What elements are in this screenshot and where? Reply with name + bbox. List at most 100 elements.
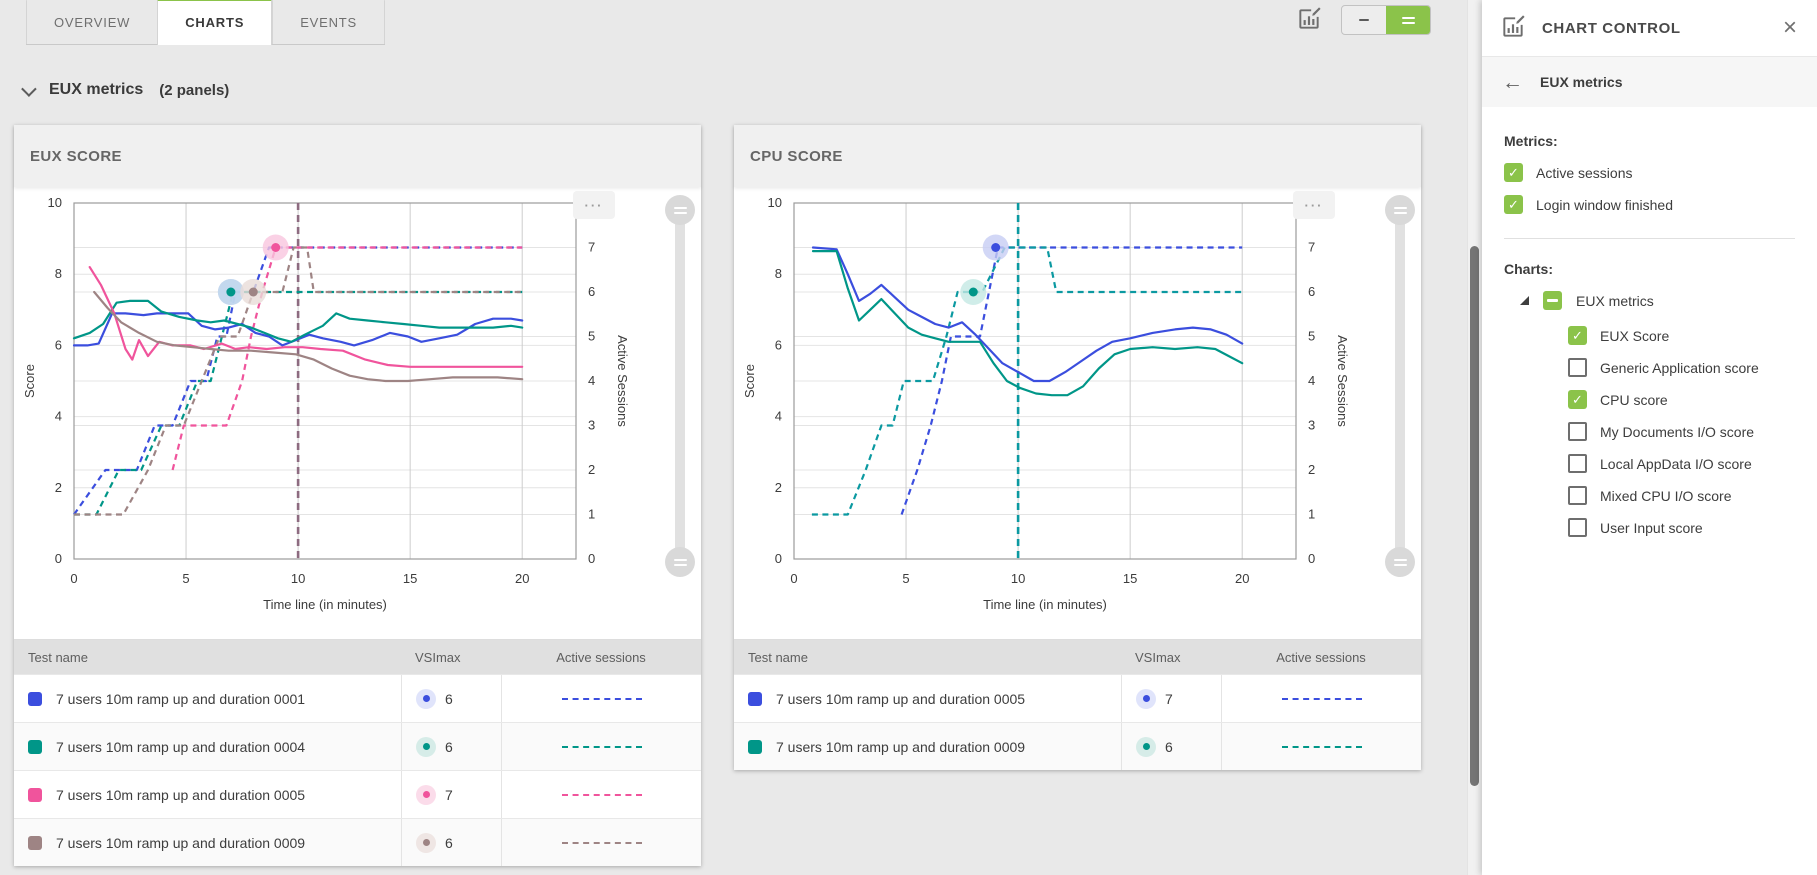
test-name: 7 users 10m ramp up and duration 0009: [56, 834, 306, 851]
chart-menu-button[interactable]: ···: [573, 191, 615, 219]
chart-control-title: CHART CONTROL: [1542, 19, 1681, 37]
column-header: Active sessions: [1276, 649, 1366, 665]
active-sessions-line-sample: [561, 745, 642, 748]
close-icon[interactable]: ×: [1782, 14, 1797, 41]
table-row[interactable]: 7 users 10m ramp up and duration 0005 7: [734, 674, 1421, 722]
svg-text:2: 2: [775, 480, 782, 495]
checkbox[interactable]: [1568, 454, 1587, 473]
layout-two-column-button[interactable]: [1386, 6, 1430, 34]
panel-title: CPU SCORE: [750, 147, 843, 165]
svg-text:1: 1: [588, 507, 595, 522]
tree-leaf-row[interactable]: Generic Application score: [1504, 358, 1795, 377]
scrollbar-thumb[interactable]: [1470, 246, 1479, 786]
svg-text:5: 5: [1308, 329, 1315, 344]
svg-text:6: 6: [1308, 284, 1315, 299]
svg-text:0: 0: [55, 551, 62, 566]
tree-node-eux-metrics[interactable]: EUX metrics: [1504, 291, 1795, 310]
svg-text:6: 6: [55, 337, 62, 352]
svg-text:0: 0: [1308, 551, 1315, 566]
metric-row[interactable]: Active sessions: [1504, 163, 1795, 182]
panel-cpu-score: CPU SCORE 024681001234567805101520Time l…: [734, 125, 1421, 770]
breadcrumb-label: EUX metrics: [1540, 74, 1623, 90]
svg-text:Score: Score: [22, 364, 37, 398]
tree-leaf-row[interactable]: Mixed CPU I/O score: [1504, 486, 1795, 505]
section-header: EUX metrics (2 panels): [18, 75, 1467, 105]
indeterminate-checkbox[interactable]: [1543, 291, 1562, 310]
checkbox[interactable]: [1504, 195, 1523, 214]
tree-leaf-label: Generic Application score: [1600, 359, 1759, 376]
svg-text:10: 10: [768, 195, 782, 210]
vsimax-marker-icon: [416, 688, 436, 709]
section-title: EUX metrics: [49, 81, 144, 98]
tab-events[interactable]: EVENTS: [272, 0, 386, 44]
checkbox[interactable]: [1568, 486, 1587, 505]
panel-header: CPU SCORE: [734, 125, 1421, 187]
layout-single-column-button[interactable]: [1342, 6, 1386, 34]
metric-label: Active sessions: [1536, 164, 1633, 181]
vsimax-marker-icon: [416, 784, 436, 805]
test-name: 7 users 10m ramp up and duration 0004: [56, 738, 306, 755]
checkbox[interactable]: [1568, 518, 1587, 537]
svg-text:10: 10: [1011, 571, 1025, 586]
table-header-row: Test name VSImax Active sessions: [734, 640, 1421, 674]
panels-row: EUX SCORE 024681001234567805101520Time l…: [0, 105, 1467, 866]
svg-text:15: 15: [1123, 571, 1137, 586]
table-row[interactable]: 7 users 10m ramp up and duration 0005 7: [14, 770, 701, 818]
two-row-icon: [1402, 14, 1415, 27]
eux-score-chart[interactable]: 024681001234567805101520Time line (in mi…: [14, 187, 701, 639]
chart-control-open-button[interactable]: [1295, 6, 1323, 34]
svg-text:8: 8: [775, 266, 782, 281]
cpu-score-chart[interactable]: 024681001234567805101520Time line (in mi…: [734, 187, 1421, 639]
chart-edit-icon: [1299, 7, 1321, 29]
tree-expander-icon[interactable]: [1520, 296, 1529, 305]
table-row[interactable]: 7 users 10m ramp up and duration 0004 6: [14, 722, 701, 770]
svg-text:4: 4: [588, 373, 595, 388]
chart-menu-button[interactable]: ···: [1293, 191, 1335, 219]
table-row[interactable]: 7 users 10m ramp up and duration 0009 6: [734, 722, 1421, 770]
svg-text:0: 0: [775, 551, 782, 566]
cpu-score-table: Test name VSImax Active sessions 7 users 10…: [734, 639, 1421, 770]
table-row[interactable]: 7 users 10m ramp up and duration 0009 6: [14, 818, 701, 866]
svg-text:4: 4: [1308, 373, 1315, 388]
tab-charts[interactable]: CHARTS: [157, 0, 273, 45]
series-color-swatch: [748, 739, 762, 754]
tab-overview[interactable]: OVERVIEW: [26, 0, 157, 44]
tree-leaf-row[interactable]: My Documents I/O score: [1504, 422, 1795, 441]
tree-leaf-row[interactable]: Local AppData I/O score: [1504, 454, 1795, 473]
test-name: 7 users 10m ramp up and duration 0005: [776, 690, 1026, 707]
slider-track: [675, 209, 685, 563]
vsimax-value: 7: [1165, 690, 1173, 707]
slider-handle-top[interactable]: [665, 195, 695, 225]
main-area: OVERVIEW CHARTS EVENTS: [0, 0, 1467, 866]
charts-tree: EUX metrics EUX Score Generic Application …: [1504, 291, 1795, 537]
metric-row[interactable]: Login window finished: [1504, 195, 1795, 214]
tree-leaf-row[interactable]: EUX Score: [1504, 326, 1795, 345]
svg-text:3: 3: [1308, 418, 1315, 433]
main-scrollbar[interactable]: [1467, 0, 1482, 875]
checkbox[interactable]: [1568, 422, 1587, 441]
tree-leaf-row[interactable]: CPU score: [1504, 390, 1795, 409]
table-row[interactable]: 7 users 10m ramp up and duration 0001 6: [14, 674, 701, 722]
metric-label: Login window finished: [1536, 196, 1673, 213]
tree-leaf-label: CPU score: [1600, 391, 1668, 408]
svg-text:4: 4: [775, 409, 782, 424]
tree-leaf-row[interactable]: User Input score: [1504, 518, 1795, 537]
slider-handle-bottom[interactable]: [1385, 547, 1415, 577]
checkbox[interactable]: [1504, 163, 1523, 182]
test-name: 7 users 10m ramp up and duration 0005: [56, 786, 306, 803]
collapse-chevron-icon[interactable]: [21, 80, 37, 97]
checkbox[interactable]: [1568, 358, 1587, 377]
svg-text:2: 2: [588, 462, 595, 477]
vsimax-marker-icon: [1136, 736, 1156, 757]
y-axis-range-slider[interactable]: [1385, 195, 1415, 577]
y-axis-range-slider[interactable]: [665, 195, 695, 577]
back-arrow-icon[interactable]: ←: [1502, 70, 1523, 94]
slider-handle-bottom[interactable]: [665, 547, 695, 577]
checkbox[interactable]: [1568, 390, 1587, 409]
svg-text:3: 3: [588, 418, 595, 433]
slider-handle-top[interactable]: [1385, 195, 1415, 225]
checkbox[interactable]: [1568, 326, 1587, 345]
svg-text:0: 0: [790, 571, 797, 586]
section-panel-count: (2 panels): [159, 81, 230, 99]
